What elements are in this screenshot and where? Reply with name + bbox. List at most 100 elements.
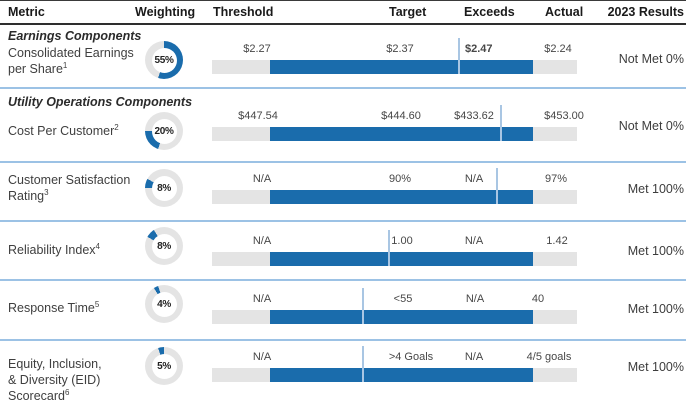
weighting-donut-chart: 8% [145, 169, 183, 207]
bar-fill [270, 190, 533, 204]
exceeds-value-label: N/A [465, 293, 485, 305]
metric-label: Consolidated Earnings per Share1 [8, 46, 134, 76]
footnote-marker: 5 [94, 299, 100, 309]
threshold-value-label: $2.27 [243, 43, 271, 55]
result-text: Met 100% [627, 302, 684, 316]
column-header-threshold: Threshold [213, 5, 274, 19]
weighting-percent-label: 20% [154, 125, 174, 137]
exceeds-tick-marker [500, 105, 502, 141]
header-rule [0, 23, 686, 25]
donut-hole: 8% [151, 233, 177, 259]
actual-value-label: $2.24 [544, 43, 572, 55]
result-text: Not Met 0% [618, 119, 684, 133]
exceeds-value-label: $2.47 [465, 43, 493, 55]
donut-hole: 55% [151, 47, 177, 73]
footnote-marker: 6 [64, 387, 70, 397]
result-text: Met 100% [627, 182, 684, 196]
actual-value-label: 40 [531, 293, 545, 305]
exceeds-tick-marker [362, 288, 364, 324]
weighting-percent-label: 4% [157, 298, 171, 310]
actual-value-label: $453.00 [544, 110, 584, 122]
metric-label: Response Time5 [8, 299, 100, 315]
target-value-label: $2.37 [386, 43, 414, 55]
bar-fill [270, 368, 533, 382]
exceeds-tick-marker [496, 168, 498, 204]
bar-track [212, 368, 577, 382]
exceeds-value-label: $433.62 [454, 110, 494, 122]
exceeds-tick-marker [458, 38, 460, 74]
bar-track [212, 252, 577, 266]
target-value-label: 90% [388, 173, 412, 185]
threshold-value-label: N/A [252, 235, 272, 247]
row-divider [0, 279, 686, 281]
row-divider [0, 87, 686, 89]
target-value-label: >4 Goals [388, 351, 434, 363]
row-divider [0, 220, 686, 222]
bar-track [212, 190, 577, 204]
exceeds-value-label: N/A [464, 173, 484, 185]
weighting-percent-label: 5% [157, 360, 171, 372]
metric-label: Cost Per Customer2 [8, 122, 119, 138]
donut-hole: 20% [151, 118, 177, 144]
weighting-percent-label: 8% [157, 240, 171, 252]
threshold-value-label: N/A [252, 173, 272, 185]
top-rule [0, 0, 686, 1]
footnote-marker: 2 [114, 122, 119, 132]
column-header-target: Target [389, 5, 427, 19]
weighting-percent-label: 55% [154, 54, 174, 66]
section-header-utility-operations-components: Utility Operations Components [8, 95, 193, 109]
weighting-donut-chart: 4% [145, 285, 183, 323]
target-value-label: $444.60 [381, 110, 421, 122]
bar-fill [270, 252, 533, 266]
donut-hole: 4% [151, 291, 177, 317]
weighting-percent-label: 8% [157, 182, 171, 194]
weighting-donut-chart: 8% [145, 227, 183, 265]
metric-label: Reliability Index4 [8, 241, 100, 257]
weighting-donut-chart: 20% [145, 112, 183, 150]
column-header-2023-results: 2023 Results [607, 5, 684, 19]
exceeds-value-label: N/A [464, 235, 484, 247]
column-header-actual: Actual [545, 5, 584, 19]
bar-fill [270, 310, 533, 324]
metric-label: Customer Satisfaction Rating3 [8, 173, 131, 203]
result-text: Met 100% [627, 244, 684, 258]
exceeds-tick-marker [388, 230, 390, 266]
donut-hole: 8% [151, 175, 177, 201]
column-header-exceeds: Exceeds [464, 5, 515, 19]
bar-track [212, 60, 577, 74]
target-value-label: 1.00 [391, 235, 413, 247]
bar-fill [270, 60, 533, 74]
footnote-marker: 4 [95, 241, 100, 251]
bar-fill [270, 127, 533, 141]
exceeds-tick-marker [362, 346, 364, 382]
weighting-donut-chart: 55% [145, 41, 183, 79]
threshold-value-label: $447.54 [238, 110, 278, 122]
row-divider [0, 161, 686, 163]
section-header-earnings-components: Earnings Components [8, 29, 142, 43]
column-header-weighting: Weighting [135, 5, 196, 19]
target-value-label: <55 [393, 293, 413, 305]
bar-track [212, 310, 577, 324]
row-divider [0, 339, 686, 341]
footnote-marker: 1 [62, 60, 68, 70]
result-text: Not Met 0% [618, 52, 684, 66]
threshold-value-label: N/A [252, 293, 272, 305]
actual-value-label: 1.42 [546, 235, 568, 247]
threshold-value-label: N/A [252, 351, 272, 363]
bar-track [212, 127, 577, 141]
footnote-marker: 3 [44, 187, 49, 197]
actual-value-label: 4/5 goals [526, 351, 572, 363]
column-header-metric: Metric [8, 5, 45, 19]
donut-hole: 5% [151, 353, 177, 379]
actual-value-label: 97% [544, 173, 568, 185]
metric-label: Equity, Inclusion, & Diversity (EID) Score… [8, 357, 102, 403]
exceeds-value-label: N/A [464, 351, 484, 363]
result-text: Met 100% [627, 360, 684, 374]
